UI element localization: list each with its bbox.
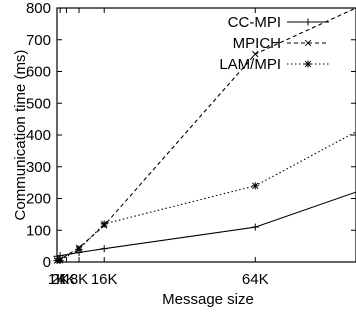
y-tick-label: 300 xyxy=(26,159,51,176)
legend-label: CC-MPI xyxy=(228,14,281,31)
x-tick-label: 2K xyxy=(51,271,69,288)
y-axis-ticks: 0 100 200 300 400 500 600 700 800 xyxy=(26,0,356,271)
data-point xyxy=(251,223,259,231)
legend-marker xyxy=(304,60,312,68)
x-tick-label: 16K xyxy=(91,271,118,288)
y-tick-label: 700 xyxy=(26,32,51,49)
data-point xyxy=(252,50,259,58)
y-tick-label: 400 xyxy=(26,127,51,144)
legend-label: MPICH xyxy=(233,35,281,52)
legend-marker xyxy=(304,18,312,26)
data-point xyxy=(100,245,108,253)
x-tick-label: 1K xyxy=(48,271,66,288)
y-tick-label: 200 xyxy=(26,191,51,208)
y-axis-title: Communication time (ms) xyxy=(12,50,29,221)
data-point xyxy=(251,182,259,190)
y-tick-label: 100 xyxy=(26,222,51,239)
x-tick-label: 64K xyxy=(242,271,269,288)
legend-label: LAM/MPI xyxy=(219,56,281,73)
y-tick-label: 600 xyxy=(26,64,51,81)
data-point xyxy=(56,256,64,264)
legend: CC-MPI MPICH LAM/MPI xyxy=(219,14,329,73)
x-axis-title: Message size xyxy=(162,291,254,308)
series-line-lam-mpi xyxy=(57,131,356,261)
data-point xyxy=(75,245,83,253)
legend-marker xyxy=(304,39,312,47)
y-tick-label: 800 xyxy=(26,0,51,17)
x-tick-label: 4K xyxy=(57,271,75,288)
y-tick-label: 500 xyxy=(26,95,51,112)
y-tick-label: 0 xyxy=(43,254,51,271)
x-tick-label: 8K xyxy=(70,271,88,288)
series-lines xyxy=(53,7,356,264)
data-point xyxy=(100,220,108,228)
